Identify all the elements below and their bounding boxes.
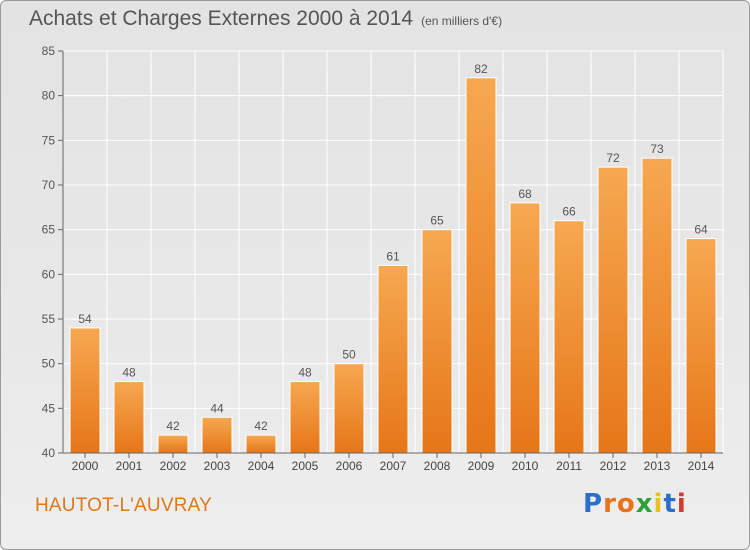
bar xyxy=(597,166,629,454)
bar xyxy=(509,202,541,454)
data-label: 44 xyxy=(210,401,224,415)
data-label: 48 xyxy=(298,366,312,380)
bar xyxy=(289,381,321,454)
data-label: 65 xyxy=(430,214,444,228)
data-label: 73 xyxy=(650,142,664,156)
bar xyxy=(333,363,365,454)
y-tick-label: 70 xyxy=(42,178,56,192)
y-tick-label: 75 xyxy=(42,133,56,147)
city-name: HAUTOT-L'AUVRAY xyxy=(35,495,212,516)
data-label: 66 xyxy=(562,205,576,219)
data-label: 64 xyxy=(694,223,708,237)
logo-letter: i xyxy=(676,489,687,519)
logo-letter: t xyxy=(663,489,677,519)
data-label: 42 xyxy=(254,419,268,433)
bar xyxy=(201,416,233,454)
bar xyxy=(157,434,189,454)
bar xyxy=(113,381,145,454)
y-tick-label: 50 xyxy=(42,357,56,371)
logo-letter: x xyxy=(635,489,654,519)
x-tick-label: 2005 xyxy=(292,459,319,473)
bar xyxy=(245,434,277,454)
data-label: 68 xyxy=(518,187,532,201)
x-tick-label: 2013 xyxy=(644,459,671,473)
x-tick-label: 2011 xyxy=(556,459,582,473)
y-tick-label: 55 xyxy=(42,312,56,326)
data-label: 61 xyxy=(386,249,400,263)
y-tick-label: 40 xyxy=(42,446,56,460)
bar xyxy=(421,229,453,454)
bar xyxy=(553,220,585,454)
logo-letter: i xyxy=(653,489,664,519)
y-tick-label: 60 xyxy=(42,267,56,281)
x-tick-label: 2002 xyxy=(160,459,187,473)
x-tick-label: 2000 xyxy=(72,459,99,473)
y-tick-label: 80 xyxy=(42,89,56,103)
data-label: 82 xyxy=(474,62,488,76)
x-tick-label: 2014 xyxy=(688,459,715,473)
chart-title-text: Achats et Charges Externes 2000 à 2014 xyxy=(29,7,414,30)
data-label: 48 xyxy=(122,366,136,380)
x-tick-label: 2004 xyxy=(248,459,275,473)
x-tick-label: 2006 xyxy=(336,459,363,473)
y-tick-label: 65 xyxy=(42,223,56,237)
data-label: 50 xyxy=(342,348,356,362)
bar xyxy=(69,327,101,454)
data-label: 42 xyxy=(166,419,180,433)
x-tick-label: 2009 xyxy=(468,459,495,473)
x-tick-label: 2012 xyxy=(600,459,627,473)
y-tick-label: 85 xyxy=(42,44,56,58)
x-tick-label: 2010 xyxy=(512,459,539,473)
x-tick-label: 2008 xyxy=(424,459,451,473)
data-label: 54 xyxy=(78,312,92,326)
logo-letter: o xyxy=(616,489,636,519)
axes: 40 45 50 55 60 65 70 75 80 85 2000 2001 2002 2003 2004… xyxy=(42,44,723,473)
logo-letter: P xyxy=(583,489,604,519)
x-tick-label: 2003 xyxy=(204,459,231,473)
chart-title: Achats et Charges Externes 2000 à 2014 (e… xyxy=(29,7,502,31)
bar xyxy=(377,264,409,454)
data-label: 72 xyxy=(606,151,620,165)
bar xyxy=(685,238,717,454)
logo-letter: r xyxy=(603,489,617,519)
x-tick-label: 2007 xyxy=(380,459,407,473)
bar xyxy=(641,157,673,454)
bars: 54 48 42 44 42 48 50 61 65 82 68 66 72 73 64 xyxy=(69,62,717,454)
x-tick-label: 2001 xyxy=(116,459,143,473)
y-tick-label: 45 xyxy=(42,401,56,415)
bar xyxy=(465,77,497,454)
proxiti-logo: Proxiti xyxy=(583,489,687,519)
chart-subtitle: (en milliers d'€) xyxy=(421,14,503,28)
